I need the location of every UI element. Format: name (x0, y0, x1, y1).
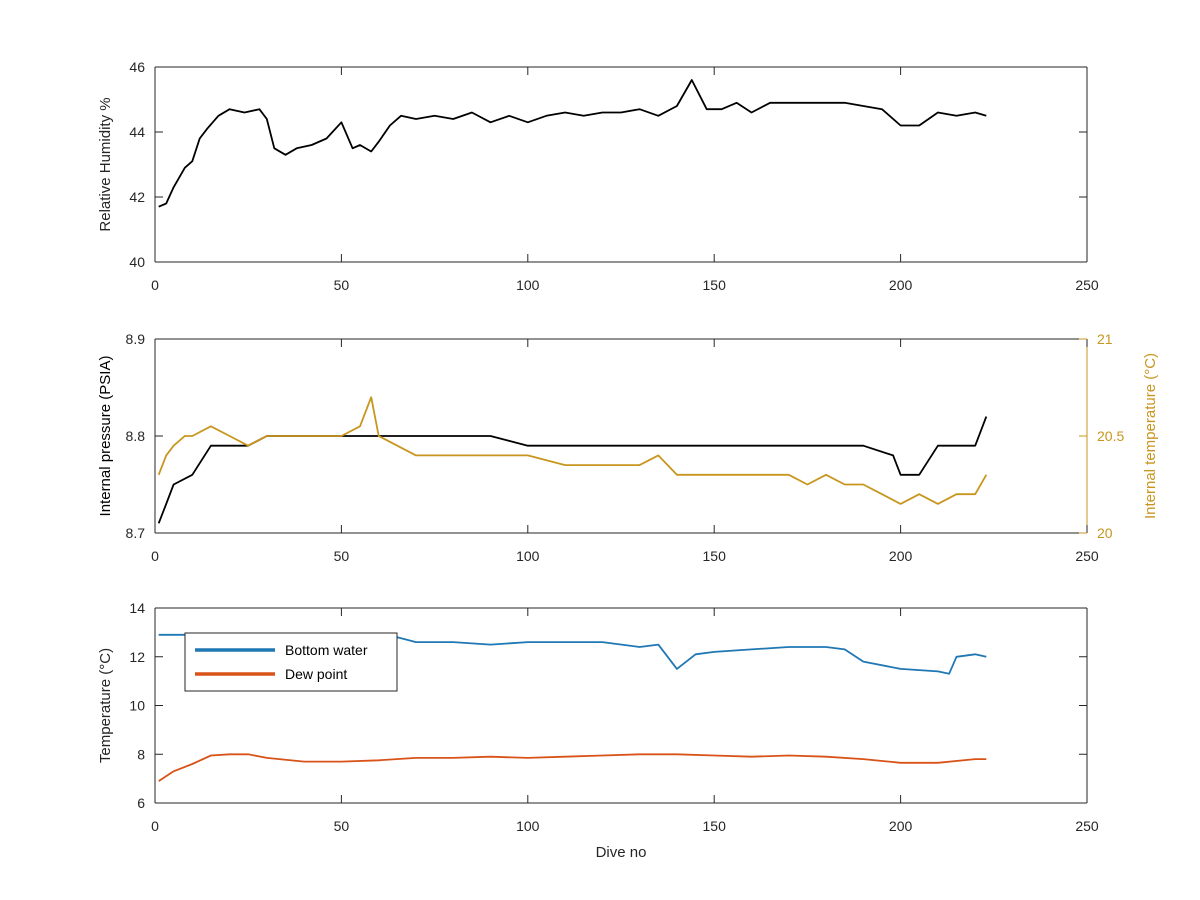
x-tick-label: 150 (703, 818, 727, 834)
chart-panel-1: 0 50 100 150 200 250 40 42 44 46 Relative Humidity… (97, 59, 1099, 293)
series-group (157, 396, 988, 524)
x-axis-label: Dive no (596, 844, 647, 861)
x-tick-label: 50 (334, 277, 350, 293)
y-axis-label: Temperature (°C) (97, 648, 114, 763)
y-tick-label: 40 (129, 254, 145, 270)
y2-axis-label: Internal temperature (°C) (1142, 353, 1159, 519)
x-tick-label: 100 (516, 818, 540, 834)
y2-tick-label: 20.5 (1097, 428, 1124, 444)
y-tick-label: 42 (129, 189, 145, 205)
x-tick-label: 0 (151, 548, 159, 564)
y-tick-label: 6 (137, 795, 145, 811)
x-tick-label: 0 (151, 277, 159, 293)
y-tick-label: 8.9 (126, 331, 146, 347)
series-line-2-1 (157, 416, 988, 524)
x-tick-label: 250 (1075, 277, 1099, 293)
y-tick-label: 14 (129, 600, 145, 616)
y-axis-label: Internal pressure (PSIA) (97, 356, 114, 517)
y-axis-label: Relative Humidity % (97, 97, 114, 231)
chart-panel-2: 0 50 100 150 200 250 8.7 8.8 8.9 20 20.5 21 Internal… (97, 331, 1159, 564)
y-tick-label: 8.8 (126, 428, 146, 444)
legend: Bottom water Dew point (184, 632, 398, 692)
series-group (158, 79, 987, 208)
chart-panel-3: 0 50 100 150 200 250 6 8 10 12 14 Temperature (°C) D… (97, 600, 1099, 861)
x-tick-label: 100 (516, 277, 540, 293)
x-tick-label: 50 (334, 818, 350, 834)
x-tick-label: 250 (1075, 548, 1099, 564)
y2-tick-label: 20 (1097, 525, 1113, 541)
x-tick-label: 150 (703, 277, 727, 293)
x-tick-label: 0 (151, 818, 159, 834)
x-tick-label: 200 (889, 818, 913, 834)
legend-entry-label: Dew point (285, 666, 347, 682)
series-line-1-1 (158, 79, 987, 208)
y-tick-label: 12 (129, 649, 145, 665)
y-tick-label: 8.7 (126, 525, 146, 541)
x-tick-label: 50 (334, 548, 350, 564)
y-tick-label: 8 (137, 746, 145, 762)
plot-area (155, 67, 1087, 262)
y-tick-label: 10 (129, 698, 145, 714)
legend-entry-label: Bottom water (285, 642, 368, 658)
x-tick-label: 200 (889, 548, 913, 564)
y2-tick-label: 21 (1097, 331, 1113, 347)
x-tick-label: 150 (703, 548, 727, 564)
x-tick-label: 100 (516, 548, 540, 564)
series-line-dew-point (158, 753, 987, 782)
x-tick-label: 250 (1075, 818, 1099, 834)
x-tick-label: 200 (889, 277, 913, 293)
series-line-2-2 (157, 396, 988, 505)
y-tick-label: 44 (129, 124, 145, 140)
legend-box (184, 632, 398, 692)
y-tick-label: 46 (129, 59, 145, 75)
